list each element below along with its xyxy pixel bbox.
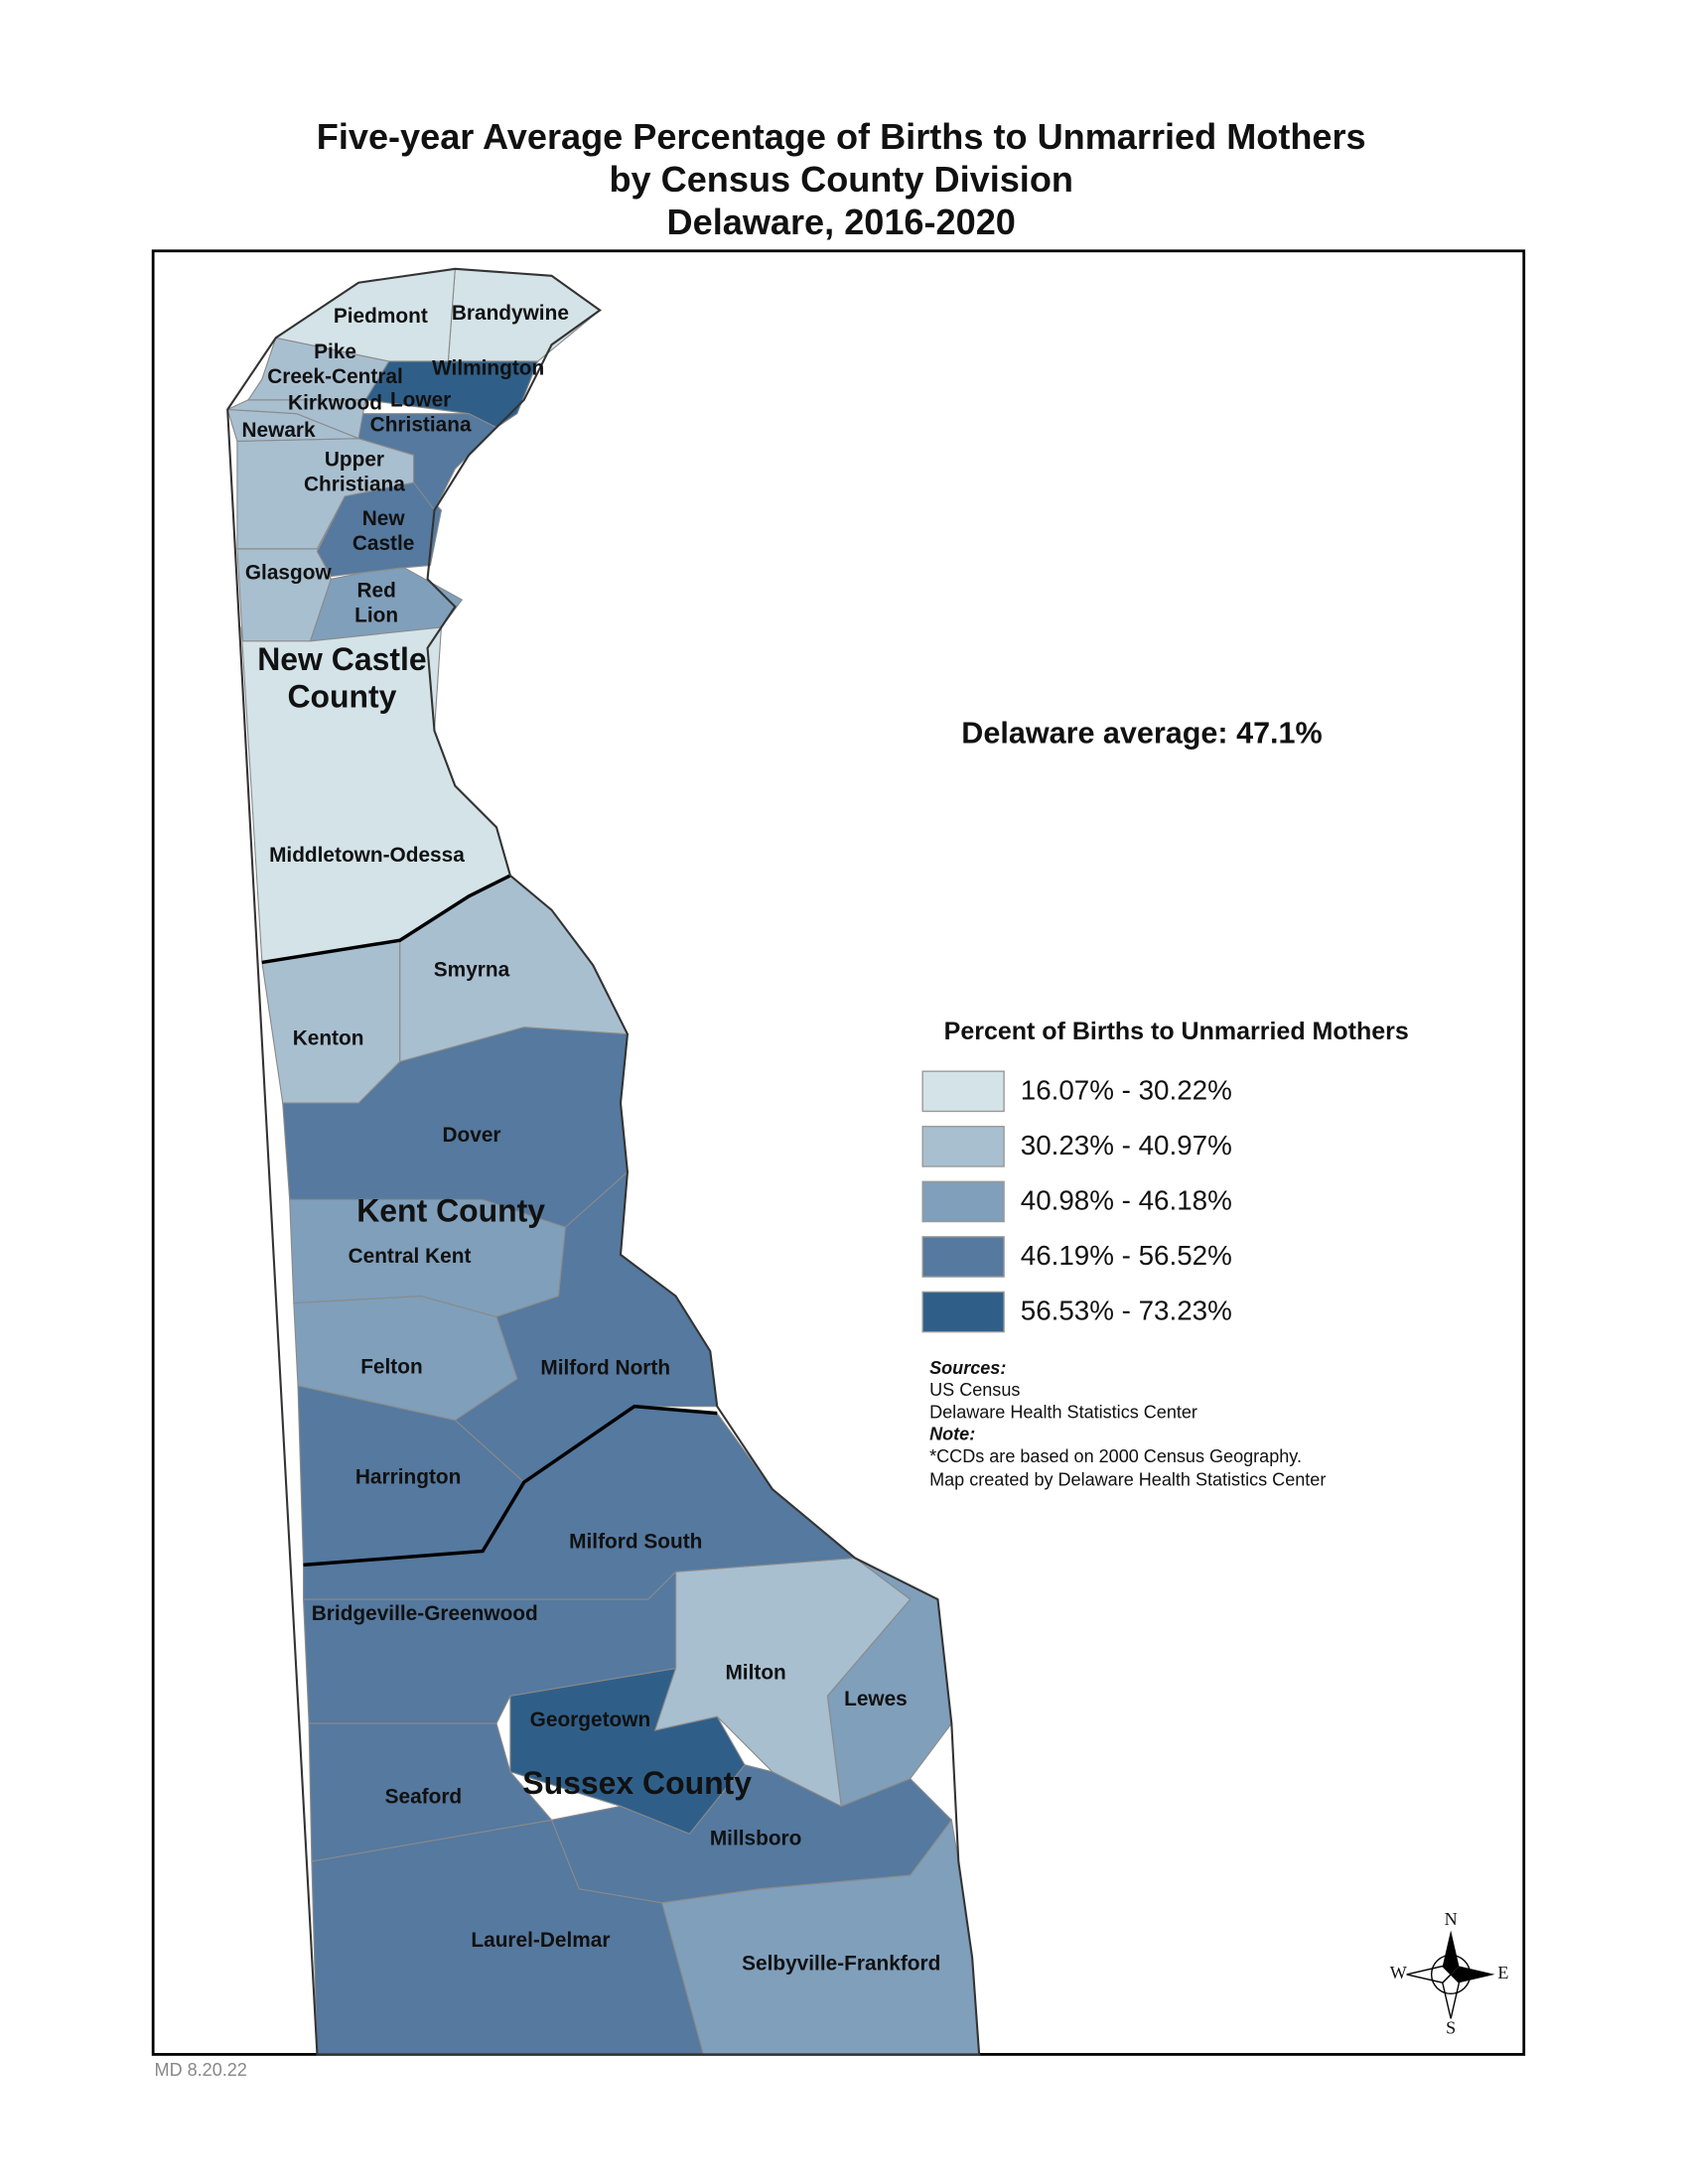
- region-label: Georgetown: [530, 1708, 651, 1731]
- region-label: Newark: [242, 419, 317, 442]
- state-outline: [226, 267, 981, 2056]
- compass-point: [1442, 1930, 1460, 1975]
- county-label: Sussex County: [522, 1765, 752, 1801]
- region-label: Middletown-Odessa: [269, 844, 465, 867]
- region-label: Lower: [390, 389, 451, 412]
- compass: N S W E: [1390, 1909, 1509, 2038]
- region-label: Seaford: [385, 1786, 463, 1809]
- legend-swatch: [921, 1291, 1005, 1333]
- region-label: Creek-Central: [267, 365, 403, 388]
- sources-heading: Sources:: [929, 1358, 1006, 1378]
- region-label: Upper: [325, 448, 384, 471]
- legend: 16.07% - 30.22% 30.23% - 40.97% 40.98% - 4…: [921, 1070, 1232, 1333]
- region-label: Wilmington: [432, 357, 544, 380]
- region-label: Milton: [725, 1662, 785, 1685]
- region-label: Bridgeville-Greenwood: [312, 1602, 538, 1625]
- note-heading: Note:: [929, 1425, 975, 1444]
- region-label: Kenton: [293, 1027, 364, 1050]
- legend-swatch: [921, 1236, 1005, 1278]
- region: [246, 337, 390, 401]
- footer: MD 8.20.22: [155, 2060, 247, 2080]
- region-label: Central Kent: [349, 1245, 472, 1268]
- state-average: Delaware average: 47.1%: [961, 716, 1322, 750]
- compass-ring: [1430, 1954, 1472, 1995]
- region-label: Milford North: [540, 1357, 670, 1380]
- region-label: Red: [356, 579, 395, 602]
- regions: [226, 268, 980, 2055]
- region-label: Laurel-Delmar: [471, 1929, 610, 1952]
- county-borders: [261, 874, 718, 1568]
- region-label: New: [362, 507, 406, 530]
- compass-w: W: [1390, 1963, 1407, 1982]
- legend-label: 56.53% - 73.23%: [1021, 1296, 1232, 1326]
- title: Five-year Average Percentage of Births t…: [317, 116, 1366, 157]
- legend-label: 30.23% - 40.97%: [1021, 1130, 1232, 1160]
- county-label: County: [287, 679, 396, 715]
- region-label: Smyrna: [434, 958, 510, 981]
- region-label: Castle: [352, 532, 415, 555]
- legend-title: Percent of Births to Unmarried Mothers: [944, 1018, 1409, 1045]
- note-line: *CCDs are based on 2000 Census Geography…: [929, 1446, 1302, 1466]
- title: by Census County Division: [609, 159, 1072, 200]
- region-label: Milford South: [569, 1531, 702, 1554]
- compass-e: E: [1497, 1963, 1508, 1982]
- compass-n: N: [1445, 1909, 1458, 1929]
- region-label: Pike: [314, 341, 356, 363]
- source-line: US Census: [929, 1380, 1020, 1400]
- region-label: Brandywine: [452, 302, 569, 325]
- region-label: Selbyville-Frankford: [742, 1953, 940, 1976]
- compass-point: [1451, 1966, 1495, 1983]
- legend-swatch: [921, 1070, 1005, 1113]
- region-label: Lion: [354, 604, 398, 626]
- county-border: [303, 1404, 718, 1568]
- region-label: Christiana: [304, 473, 405, 495]
- source-line: Delaware Health Statistics Center: [929, 1402, 1197, 1422]
- legend-swatch: [921, 1126, 1005, 1167]
- region-label: Christiana: [370, 414, 472, 437]
- region-label: Felton: [360, 1355, 422, 1378]
- note-line: Map created by Delaware Health Statistic…: [929, 1469, 1326, 1489]
- region-label: Glasgow: [245, 561, 333, 584]
- county-label: Kent County: [356, 1193, 545, 1229]
- region: [261, 939, 401, 1104]
- compass-s: S: [1446, 2018, 1456, 2038]
- legend-label: 46.19% - 56.52%: [1021, 1240, 1232, 1271]
- legend-label: 40.98% - 46.18%: [1021, 1184, 1232, 1215]
- region-label: Piedmont: [334, 305, 428, 328]
- county-border: [261, 874, 511, 965]
- region-label: Dover: [442, 1124, 500, 1147]
- legend-label: 16.07% - 30.22%: [1021, 1074, 1232, 1105]
- region-label: Millsboro: [710, 1827, 802, 1849]
- region-label: Harrington: [355, 1465, 461, 1488]
- region-label: Kirkwood: [288, 391, 382, 414]
- region-label: Lewes: [844, 1688, 908, 1710]
- title: Delaware, 2016-2020: [667, 202, 1016, 242]
- legend-swatch: [921, 1180, 1005, 1223]
- county-label: New Castle: [257, 641, 426, 677]
- region: [653, 1557, 912, 1808]
